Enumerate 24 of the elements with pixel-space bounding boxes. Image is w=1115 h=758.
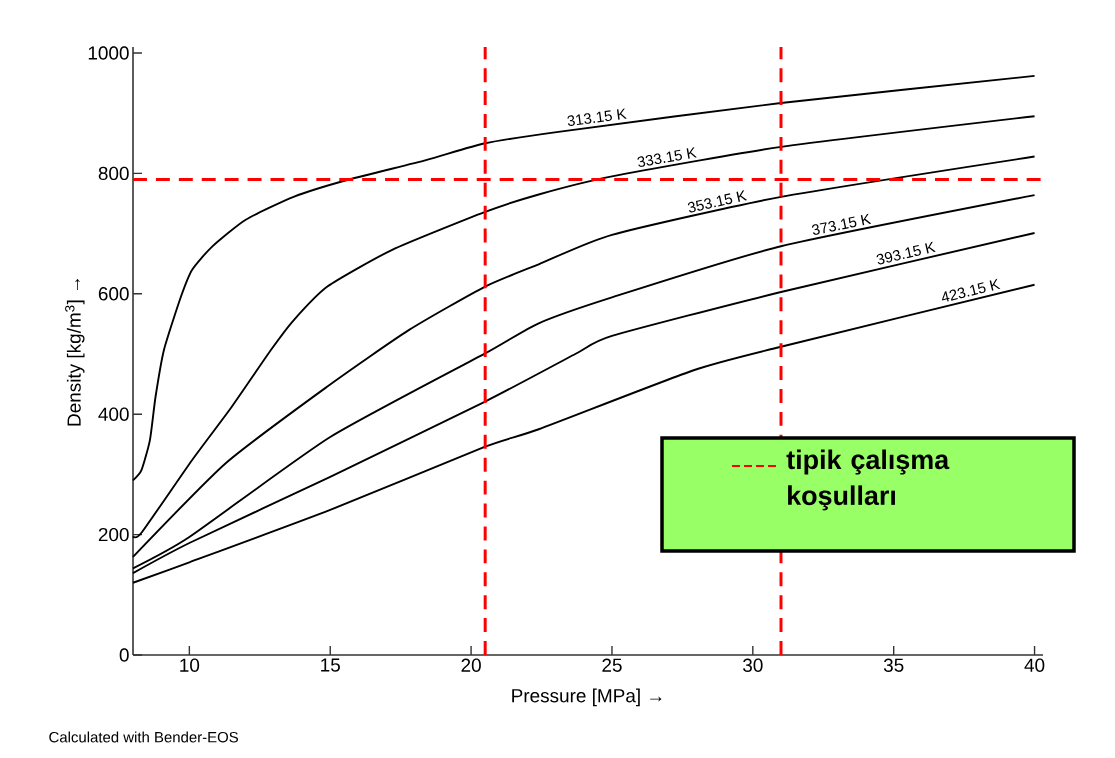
text: 393.15 K: [876, 241, 936, 265]
text: 373.15 K: [811, 213, 872, 235]
y-tick-label: 200: [98, 527, 129, 542]
x-axis-title: Pressure [MPa] →: [512, 688, 662, 707]
x-tick-label: 10: [180, 658, 200, 672]
y-tick-label: 400: [98, 407, 129, 421]
text: 353.15 K: [687, 190, 748, 213]
x-tick-label: 30: [743, 658, 763, 672]
x-tick-label: 25: [602, 658, 622, 672]
text: Calculated with Bender-EOS: [49, 731, 239, 743]
y-tick-label: 1000: [88, 46, 129, 60]
line-series: [132, 74, 1036, 482]
annotation: tipik çalışma koşulları: [786, 449, 950, 511]
y-axis-title: Density [kg/m$^{3}$] →: [65, 278, 85, 426]
text: 423.15 K: [942, 278, 1001, 302]
y-tick-label: 600: [98, 287, 129, 301]
text: 333.15 K: [637, 147, 697, 167]
x-tick-label: 40: [1024, 658, 1045, 672]
x-tick-label: 15: [321, 658, 340, 672]
y-tick-label: 0: [119, 648, 129, 662]
x-tick-label: 35: [883, 658, 904, 672]
y-tick-label: 800: [98, 166, 129, 181]
text: 313.15 K: [567, 108, 627, 126]
x-tick-label: 20: [461, 658, 481, 672]
